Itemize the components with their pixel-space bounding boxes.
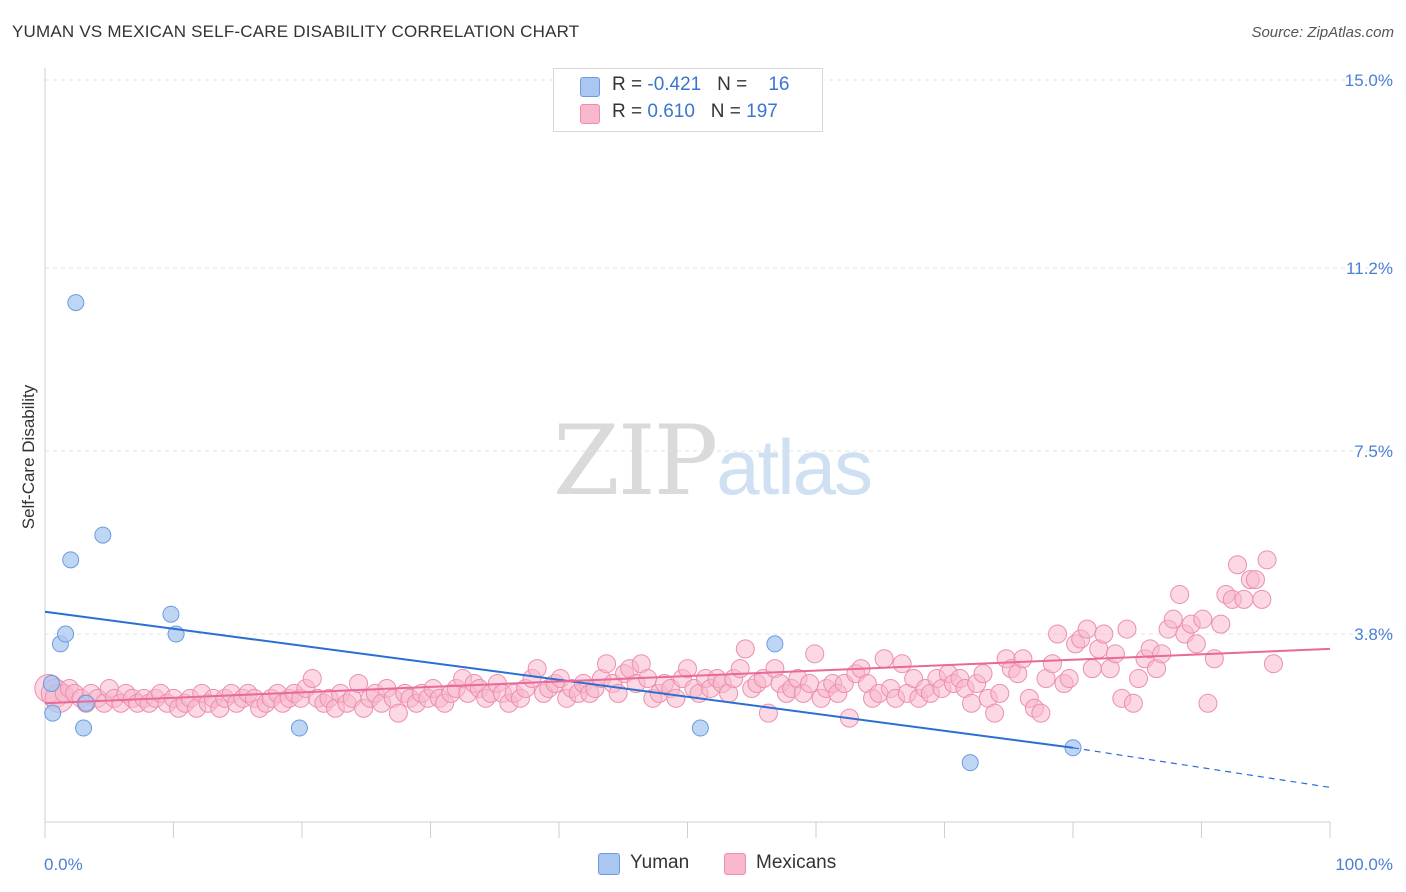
yuman-point — [691, 719, 709, 737]
yuman-trend-extension — [1072, 747, 1331, 788]
legend-r-label: R = — [612, 101, 648, 122]
mexicans-point — [349, 673, 369, 693]
mexicans-point — [1031, 703, 1051, 723]
yuman-point — [766, 635, 784, 653]
mexicans-point — [1234, 589, 1254, 609]
mexicans-point — [1186, 634, 1206, 654]
correlation-legend: R = -0.421 N = 16 R = 0.610 N = 197 — [553, 68, 823, 132]
mexicans-point — [800, 673, 820, 693]
y-axis-label: Self-Care Disability — [19, 384, 38, 529]
yuman-trend-line — [44, 610, 1074, 749]
y-tick-label: 15.0% — [1345, 71, 1393, 90]
yuman-point — [44, 704, 62, 722]
mexicans-point — [597, 654, 617, 674]
mexicans-point — [1048, 624, 1068, 644]
yuman-point — [57, 625, 75, 643]
mexicans-point — [874, 649, 894, 669]
x-tick-label-min: 0.0% — [44, 855, 83, 874]
y-tick-label: 7.5% — [1354, 442, 1393, 461]
grid-lines — [45, 79, 1393, 635]
bottom-legend-swatch-yuman — [598, 853, 620, 875]
y-tick-labels: 3.8% 7.5% 11.2% 15.0% — [1345, 71, 1393, 644]
watermark: ZIPatlas — [553, 405, 873, 517]
legend-n-value: 16 — [768, 74, 790, 95]
mexicans-point — [1245, 570, 1265, 590]
mexicans-point — [973, 664, 993, 684]
bottom-legend-swatch-mexicans — [724, 853, 746, 875]
yuman-point — [961, 754, 979, 772]
mexicans-points — [34, 550, 1283, 728]
mexicans-point — [1211, 614, 1231, 634]
mexicans-point — [527, 659, 547, 679]
mexicans-point — [1094, 624, 1114, 644]
mexicans-point — [1082, 659, 1102, 679]
mexicans-point — [1163, 609, 1183, 629]
yuman-point — [77, 694, 95, 712]
mexicans-point — [961, 693, 981, 713]
mexicans-point — [1059, 669, 1079, 689]
yuman-point — [62, 551, 80, 569]
mexicans-point — [1013, 649, 1033, 669]
watermark-atlas: atlas — [716, 423, 873, 511]
yuman-point — [162, 605, 180, 623]
y-tick-label: 11.2% — [1346, 259, 1393, 278]
mexicans-point — [1152, 644, 1172, 664]
yuman-point — [67, 294, 85, 312]
trend-lines — [44, 610, 1331, 788]
yuman-point — [75, 719, 93, 737]
mexicans-point — [892, 654, 912, 674]
yuman-point — [290, 719, 308, 737]
mexicans-point — [1204, 649, 1224, 669]
mexicans-point — [1193, 609, 1213, 629]
bottom-legend-label-yuman: Yuman — [630, 852, 690, 873]
legend-r-label: R = — [612, 74, 648, 95]
mexicans-point — [985, 703, 1005, 723]
mexicans-point — [1227, 555, 1247, 575]
legend-r-value: -0.421 — [647, 74, 702, 95]
mexicans-point — [388, 703, 408, 723]
mexicans-point — [302, 669, 322, 689]
legend-n-label: N = — [710, 101, 747, 122]
mexicans-point — [1263, 654, 1283, 674]
source-label: Source: ZipAtlas.com — [1251, 24, 1394, 41]
legend-swatch-yuman — [580, 77, 600, 97]
yuman-point — [42, 674, 60, 692]
x-ticks — [44, 822, 1331, 838]
mexicans-point — [1252, 589, 1272, 609]
yuman-point — [94, 526, 112, 544]
mexicans-point — [990, 683, 1010, 703]
legend-n-value: 197 — [746, 101, 778, 122]
chart-title: YUMAN VS MEXICAN SELF-CARE DISABILITY CO… — [12, 22, 580, 41]
mexicans-point — [1042, 654, 1062, 674]
yuman-points — [42, 294, 1082, 772]
mexicans-point — [1198, 693, 1218, 713]
legend-r-value: 0.610 — [647, 101, 695, 122]
legend-n-label: N = — [717, 74, 753, 95]
mexicans-point — [1117, 619, 1137, 639]
mexicans-point — [666, 688, 686, 708]
mexicans-point — [1170, 584, 1190, 604]
mexicans-point — [1129, 669, 1149, 689]
legend-swatch-mexicans — [580, 104, 600, 124]
bottom-legend-label-mexicans: Mexicans — [756, 852, 837, 873]
mexicans-trend-line — [44, 647, 1331, 705]
mexicans-point — [1105, 644, 1125, 664]
mexicans-point — [1077, 619, 1097, 639]
mexicans-point — [735, 639, 755, 659]
mexicans-point — [1257, 550, 1277, 570]
watermark-zip: ZIP — [553, 405, 718, 517]
mexicans-point — [678, 659, 697, 679]
y-tick-label: 3.8% — [1354, 625, 1393, 644]
x-tick-label-max: 100.0% — [1335, 855, 1393, 874]
mexicans-point — [1123, 693, 1143, 713]
mexicans-point — [805, 644, 825, 664]
